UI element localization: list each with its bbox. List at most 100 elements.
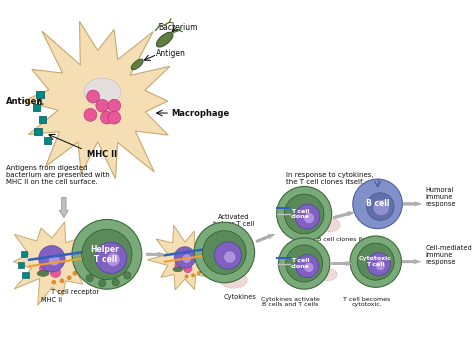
Circle shape [194,222,255,283]
Polygon shape [13,222,89,305]
Text: T cell
clone: T cell clone [291,258,310,269]
Circle shape [357,243,394,280]
Circle shape [50,267,61,277]
Polygon shape [23,21,170,179]
Text: Helper
T cell: Helper T cell [91,245,119,264]
Text: B cell clones itself: B cell clones itself [317,237,374,242]
Circle shape [279,238,330,289]
Bar [18,262,24,268]
Text: Antigen: Antigen [155,49,185,58]
Ellipse shape [84,78,121,106]
Bar [22,272,29,278]
Circle shape [277,187,332,241]
Circle shape [205,263,208,266]
Circle shape [84,108,97,121]
Circle shape [375,260,385,271]
Circle shape [224,251,236,263]
Circle shape [100,111,113,124]
Text: In response to cytokines,
the T cell clones itself.: In response to cytokines, the T cell clo… [286,172,374,185]
Circle shape [72,219,142,289]
Circle shape [95,242,127,273]
Text: T cell
clone: T cell clone [291,209,310,219]
Circle shape [367,253,391,276]
Text: T cell receptor: T cell receptor [51,289,99,295]
Circle shape [178,250,186,259]
Circle shape [43,249,54,260]
Circle shape [214,242,242,269]
FancyArrow shape [332,261,353,266]
Text: Cytokines activate
B cells and T cells: Cytokines activate B cells and T cells [261,296,320,307]
Ellipse shape [220,272,247,288]
Text: Cell-mediated
immune
response: Cell-mediated immune response [425,245,472,265]
Circle shape [373,199,390,216]
Circle shape [366,193,394,220]
Ellipse shape [319,269,337,281]
Bar [39,116,46,123]
Text: Humoral
immune
response: Humoral immune response [425,188,456,208]
Circle shape [304,213,315,224]
Bar [44,137,51,144]
Circle shape [76,266,81,270]
Text: Macrophage: Macrophage [171,108,229,118]
Ellipse shape [37,270,49,276]
Circle shape [286,245,323,282]
Circle shape [350,236,401,287]
Bar [33,104,40,111]
Circle shape [295,204,320,229]
Ellipse shape [131,59,143,70]
Circle shape [54,257,64,267]
Circle shape [185,275,188,278]
Circle shape [86,274,93,282]
Circle shape [124,272,131,279]
Circle shape [197,271,201,274]
Circle shape [202,231,246,274]
FancyArrow shape [333,212,355,219]
Circle shape [186,256,195,264]
FancyArrow shape [403,202,421,206]
Text: MHC II: MHC II [41,296,63,303]
Ellipse shape [173,267,182,272]
Circle shape [39,263,50,274]
Circle shape [67,276,71,280]
Circle shape [52,280,56,284]
Text: Bacterium: Bacterium [158,23,197,32]
Circle shape [108,99,121,112]
Bar [36,91,44,98]
Circle shape [108,111,121,124]
Bar [21,251,27,257]
Circle shape [99,280,106,287]
Text: T cell becomes
cytotoxic.: T cell becomes cytotoxic. [343,296,390,307]
Circle shape [73,271,77,275]
Circle shape [183,264,192,273]
Text: Antigens from digested
bacterium are presented with
MHC II on the cell surface.: Antigens from digested bacterium are pre… [6,165,109,185]
Ellipse shape [320,218,340,232]
Circle shape [174,247,196,268]
Circle shape [82,229,132,280]
Text: B cell: B cell [366,199,389,208]
Circle shape [96,99,109,112]
Text: Cytokines: Cytokines [224,294,256,300]
Text: Antigen: Antigen [6,97,43,105]
Circle shape [284,194,324,234]
FancyArrow shape [402,260,421,264]
Circle shape [106,252,120,267]
Text: Cytotoxic
T cell: Cytotoxic T cell [359,256,392,267]
Circle shape [304,262,314,272]
Polygon shape [147,225,222,290]
Circle shape [202,268,205,271]
Circle shape [353,179,402,228]
Circle shape [191,274,195,277]
Circle shape [182,254,191,263]
Text: Activated
helper T cell: Activated helper T cell [213,214,254,227]
Ellipse shape [156,32,173,47]
Circle shape [112,279,119,286]
Bar [35,128,42,135]
Circle shape [39,245,65,272]
Circle shape [87,90,100,103]
FancyArrow shape [256,234,275,243]
FancyArrow shape [59,197,68,218]
Circle shape [48,254,60,266]
Circle shape [175,261,183,270]
FancyArrow shape [146,252,164,257]
Circle shape [60,279,64,283]
